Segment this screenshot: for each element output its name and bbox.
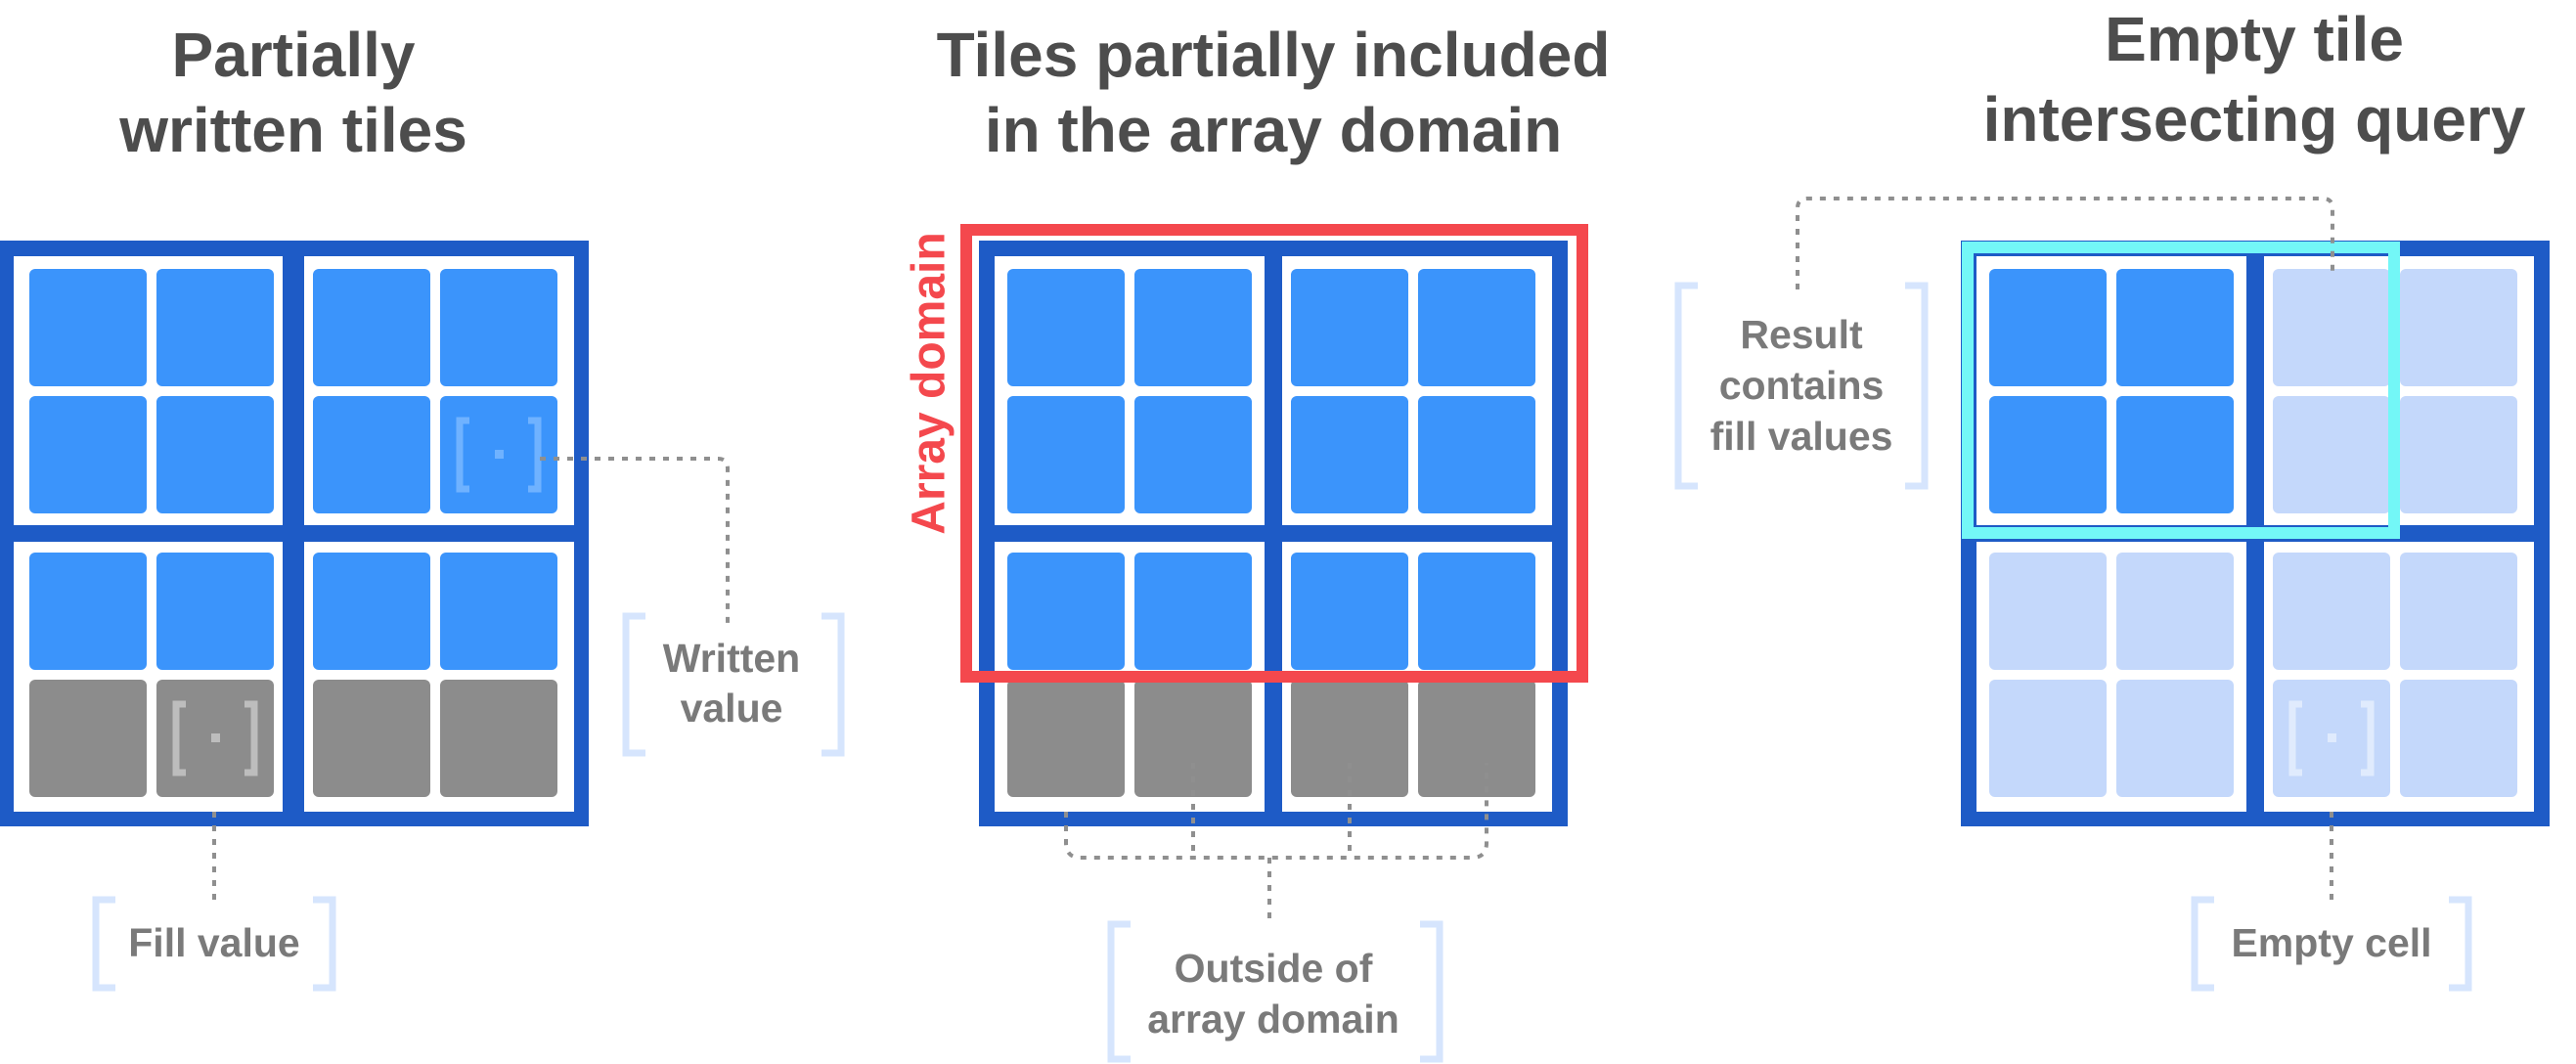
empty-cell (2273, 269, 2390, 386)
result-fill-values-leader (1796, 197, 2334, 289)
panel-3-title-line-1: Empty tile (2105, 4, 2404, 74)
written-cell (1291, 553, 1408, 670)
written-cell (2116, 396, 2234, 513)
fill-value-brackets (92, 896, 336, 992)
written-cell (29, 396, 147, 513)
written-cell (1418, 269, 1535, 386)
outside-domain-label-line-2: array domain (1147, 997, 1399, 1042)
panel-3-title-line-2: intersecting query (1983, 84, 2526, 155)
outside-domain-cell (1007, 680, 1125, 797)
empty-cell (2400, 269, 2517, 386)
outside-domain-cell (1418, 680, 1535, 797)
written-cell (313, 553, 430, 670)
panel-1-title-line-2: written tiles (118, 95, 467, 165)
written-cell (156, 269, 274, 386)
panel-2-title-line-2: in the array domain (985, 95, 1562, 165)
written-cell (1291, 396, 1408, 513)
fill-cell (29, 680, 147, 797)
panel-2-tile-grid (979, 241, 1568, 826)
written-cell (1989, 396, 2107, 513)
array-domain-label: Array domain (904, 232, 955, 534)
written-value-label-line-2: value (681, 686, 783, 731)
query-region-outline (1962, 242, 2400, 539)
written-cell (156, 396, 274, 513)
written-cell (1007, 269, 1125, 386)
outside-domain-brackets (1107, 920, 1443, 1063)
written-cell (1007, 396, 1125, 513)
outside-domain-leader (1064, 763, 1488, 919)
empty-cell (2116, 680, 2234, 797)
result-label-line-2: contains (1719, 363, 1885, 408)
fill-value-marker-icon (172, 700, 258, 776)
panel-1-tile-grid (0, 241, 589, 826)
written-cell (2116, 269, 2234, 386)
written-cell (440, 553, 557, 670)
fill-cell (440, 680, 557, 797)
written-cell (1134, 396, 1252, 513)
written-cell (1418, 396, 1535, 513)
written-value-label-line-1: Written (663, 636, 800, 681)
written-cell (29, 553, 147, 670)
written-value-leader (540, 457, 730, 626)
empty-cell-marker-icon (2288, 700, 2375, 776)
empty-cell (2400, 396, 2517, 513)
result-label-line-1: Result (1740, 312, 1863, 357)
array-domain-outline (960, 224, 1588, 683)
written-cell (313, 269, 430, 386)
outside-domain-cell (1291, 680, 1408, 797)
written-cell (440, 269, 557, 386)
written-cell (1007, 553, 1125, 670)
panel-2-title-line-1: Tiles partially included (937, 20, 1611, 90)
empty-cell (1989, 553, 2107, 670)
empty-cell (2400, 680, 2517, 797)
result-fill-values-brackets (1674, 282, 1929, 490)
empty-cell-brackets (2191, 896, 2472, 992)
panel-3-tile-grid (1961, 241, 2550, 826)
written-cell (29, 269, 147, 386)
written-value-brackets (622, 612, 845, 757)
empty-cell-label: Empty cell (2231, 920, 2431, 965)
empty-cell (1989, 680, 2107, 797)
written-value-marker-icon (456, 417, 542, 493)
empty-cell (2400, 553, 2517, 670)
written-cell (1134, 553, 1252, 670)
written-cell (1291, 269, 1408, 386)
written-cell (156, 553, 274, 670)
outside-domain-label-line-1: Outside of (1175, 946, 1373, 991)
fill-value-label: Fill value (128, 920, 299, 965)
empty-cell (2273, 396, 2390, 513)
result-label-line-3: fill values (1710, 414, 1893, 459)
written-cell (1989, 269, 2107, 386)
fill-cell (313, 680, 430, 797)
written-cell (1134, 269, 1252, 386)
written-cell (1418, 553, 1535, 670)
panel-1-title-line-1: Partially (171, 20, 415, 90)
empty-cell (2116, 553, 2234, 670)
empty-cell (2273, 553, 2390, 670)
outside-domain-cell (1134, 680, 1252, 797)
written-cell (313, 396, 430, 513)
